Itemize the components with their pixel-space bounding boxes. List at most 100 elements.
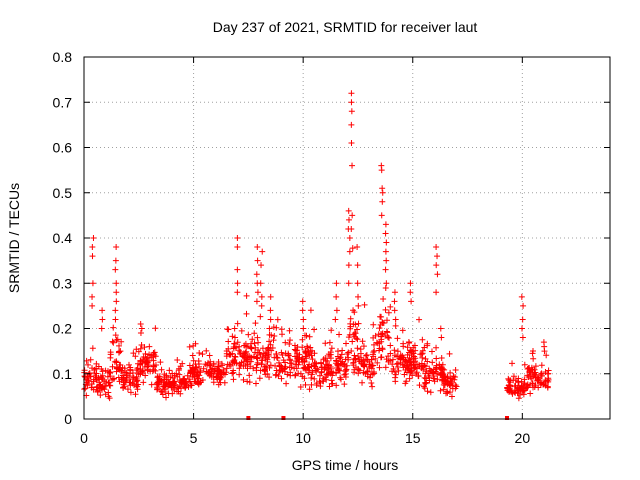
data-point	[95, 363, 102, 370]
x-tick-label: 0	[80, 430, 88, 446]
y-tick-label: 0.4	[53, 230, 73, 246]
data-point	[434, 271, 441, 278]
data-point	[258, 357, 265, 364]
data-point	[416, 382, 423, 389]
data-point	[231, 325, 238, 332]
data-point	[320, 356, 327, 363]
data-point	[162, 388, 169, 395]
data-point	[268, 347, 275, 354]
data-point	[241, 342, 248, 349]
data-point	[173, 370, 180, 377]
data-point	[274, 355, 281, 362]
data-point	[231, 359, 238, 366]
data-point	[351, 352, 358, 359]
data-point	[148, 381, 155, 388]
data-point	[333, 293, 340, 300]
data-point	[345, 262, 352, 269]
data-point	[206, 369, 213, 376]
data-point	[441, 372, 448, 379]
data-point	[343, 366, 350, 373]
data-point	[328, 368, 335, 375]
data-point	[211, 365, 218, 372]
data-point	[97, 392, 104, 399]
data-point	[241, 352, 248, 359]
data-point	[391, 307, 398, 314]
data-point	[191, 373, 198, 380]
data-point	[343, 362, 350, 369]
data-point	[347, 315, 354, 322]
data-point	[515, 387, 522, 394]
data-point	[432, 364, 439, 371]
data-point	[368, 356, 375, 363]
data-point	[410, 344, 417, 351]
data-point	[313, 382, 320, 389]
data-point	[355, 356, 362, 363]
data-point	[354, 244, 361, 251]
data-point	[512, 377, 519, 384]
data-point	[433, 344, 440, 351]
data-point	[253, 354, 260, 361]
data-point	[323, 376, 330, 383]
data-point	[538, 370, 545, 377]
data-point	[510, 373, 517, 380]
data-point	[382, 364, 389, 371]
data-point	[379, 189, 386, 196]
data-point	[114, 336, 121, 343]
data-point	[451, 376, 458, 383]
data-point	[254, 257, 261, 264]
data-point	[302, 349, 309, 356]
data-point	[351, 309, 358, 316]
data-point	[415, 372, 422, 379]
data-point	[224, 361, 231, 368]
data-point	[246, 379, 253, 386]
data-point	[359, 379, 366, 386]
data-point	[249, 336, 256, 343]
data-point	[355, 293, 362, 300]
data-point	[154, 373, 161, 380]
data-point	[200, 365, 207, 372]
data-point	[416, 316, 423, 323]
x-axis-label: GPS time / hours	[292, 457, 399, 473]
data-point	[206, 368, 213, 375]
data-point	[299, 307, 306, 314]
data-point	[98, 385, 105, 392]
data-point	[370, 321, 377, 328]
data-point	[112, 307, 119, 314]
x-tick-label: 5	[190, 430, 198, 446]
data-point	[244, 354, 251, 361]
data-point	[375, 331, 382, 338]
data-point	[519, 325, 525, 332]
data-point	[387, 357, 394, 364]
data-point	[326, 339, 333, 346]
data-point	[142, 350, 149, 357]
data-point	[382, 266, 389, 273]
data-point	[410, 365, 417, 372]
data-point	[444, 389, 451, 396]
data-point	[127, 379, 134, 386]
data-point	[406, 375, 413, 382]
data-point	[437, 387, 444, 394]
data-point	[138, 368, 145, 375]
data-point	[426, 377, 433, 384]
data-point	[267, 293, 274, 300]
data-point	[422, 363, 429, 370]
data-point	[311, 326, 318, 333]
data-point	[408, 348, 415, 355]
data-point	[292, 347, 299, 354]
data-point	[163, 394, 170, 401]
data-point	[89, 244, 96, 251]
data-point	[246, 358, 253, 365]
data-point	[528, 375, 535, 382]
data-point	[307, 307, 314, 314]
x-tick-label: 10	[295, 430, 311, 446]
data-point	[376, 325, 383, 332]
data-point	[428, 348, 435, 355]
data-point	[265, 344, 272, 351]
data-point	[109, 338, 116, 345]
data-point	[150, 362, 157, 369]
data-point	[348, 225, 355, 232]
data-point	[251, 330, 258, 337]
data-point	[118, 338, 125, 345]
y-axis-label: SRMTID / TECUs	[6, 183, 22, 293]
data-point	[90, 235, 97, 241]
